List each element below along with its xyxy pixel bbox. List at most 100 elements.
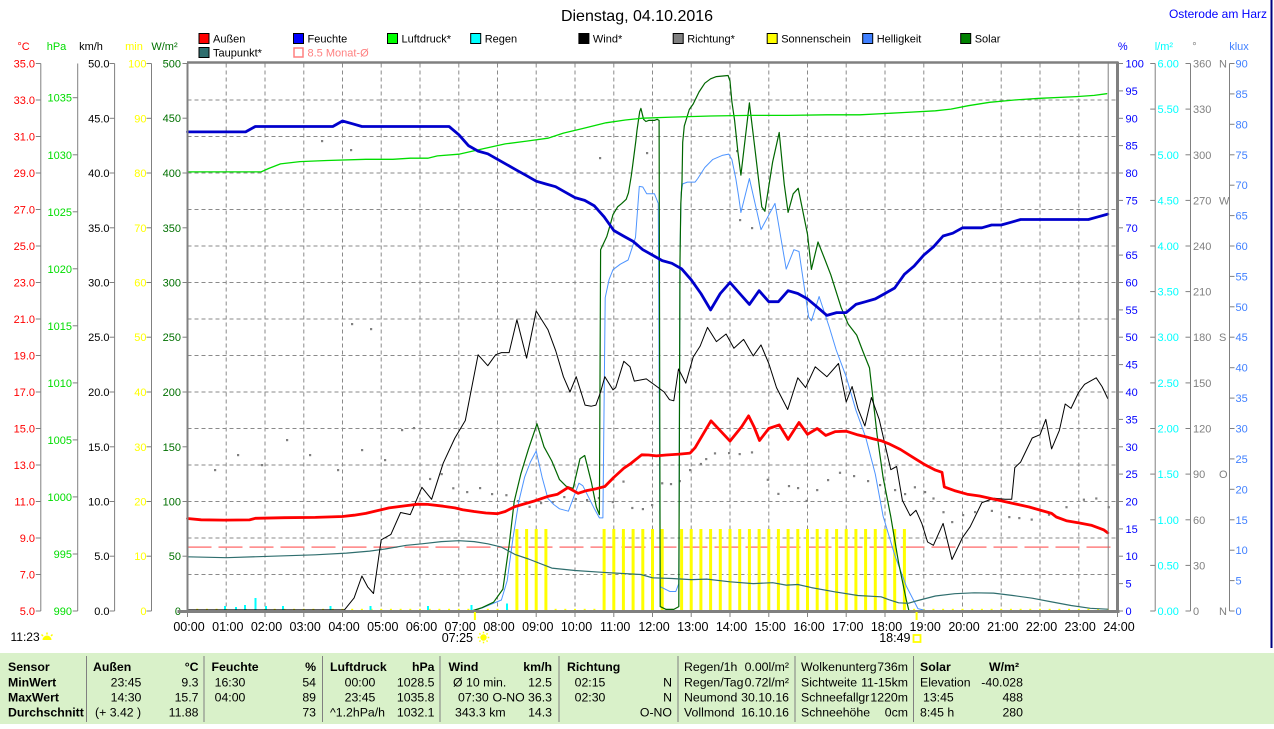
svg-text:40: 40 (1126, 387, 1138, 399)
svg-text:343.3 km: 343.3 km (455, 706, 506, 720)
svg-text:1220m: 1220m (870, 691, 908, 705)
svg-text:100: 100 (163, 497, 181, 509)
svg-text:35: 35 (1236, 393, 1248, 405)
svg-text:75: 75 (1236, 150, 1248, 162)
svg-text:07:00: 07:00 (445, 620, 476, 634)
svg-text:80: 80 (1126, 168, 1138, 180)
svg-text:16:00: 16:00 (793, 620, 824, 634)
svg-text:31.0: 31.0 (14, 132, 35, 144)
svg-text:21.0: 21.0 (14, 314, 35, 326)
svg-text:Taupunkt*: Taupunkt* (213, 48, 263, 60)
svg-text:40.0: 40.0 (88, 168, 109, 180)
svg-text:180: 180 (1193, 332, 1211, 344)
svg-text:02:00: 02:00 (251, 620, 282, 634)
svg-text:2.00: 2.00 (1158, 424, 1179, 436)
svg-text:N: N (1219, 606, 1227, 618)
svg-text:S: S (1219, 332, 1226, 344)
svg-text:60: 60 (1193, 515, 1205, 527)
svg-text:13.0: 13.0 (14, 460, 35, 472)
svg-text:23:45: 23:45 (111, 676, 142, 690)
svg-text:995: 995 (54, 549, 72, 561)
svg-text:150: 150 (1193, 378, 1211, 390)
svg-text:0: 0 (1126, 606, 1132, 618)
svg-text:11.0: 11.0 (14, 497, 35, 509)
svg-text:1035: 1035 (48, 93, 72, 105)
svg-text:00:00: 00:00 (345, 676, 376, 690)
svg-text:04:00: 04:00 (328, 620, 359, 634)
svg-text:Helligkeit: Helligkeit (877, 34, 922, 46)
svg-text:1005: 1005 (48, 435, 72, 447)
svg-text:1032.1: 1032.1 (397, 706, 435, 720)
svg-text:(+ 3.42 ): (+ 3.42 ) (95, 706, 141, 720)
svg-text:08:00: 08:00 (483, 620, 514, 634)
svg-text:85: 85 (1126, 141, 1138, 153)
svg-text:60: 60 (1236, 241, 1248, 253)
svg-text:7.0: 7.0 (20, 570, 35, 582)
svg-text:Wind: Wind (449, 660, 479, 674)
svg-text:Luftdruck*: Luftdruck* (402, 34, 452, 46)
svg-text:-40.028: -40.028 (981, 676, 1023, 690)
svg-text:°: ° (1192, 41, 1196, 53)
svg-text:20: 20 (1236, 484, 1248, 496)
svg-text:Außen: Außen (213, 34, 245, 46)
svg-text:33.0: 33.0 (14, 95, 35, 107)
svg-text:Osterode am Harz: Osterode am Harz (1169, 7, 1267, 21)
svg-text:06:00: 06:00 (406, 620, 437, 634)
svg-text:Neumond: Neumond (684, 691, 737, 705)
svg-text:22:00: 22:00 (1026, 620, 1057, 634)
svg-text:Dienstag, 04.10.2016: Dienstag, 04.10.2016 (561, 8, 713, 25)
svg-text:W/m²: W/m² (989, 660, 1019, 674)
svg-text:50: 50 (1126, 332, 1138, 344)
svg-text:25.0: 25.0 (14, 241, 35, 253)
svg-text:1000: 1000 (48, 492, 72, 504)
svg-text:73: 73 (302, 706, 316, 720)
svg-text:25: 25 (1126, 469, 1138, 481)
svg-text:50.0: 50.0 (88, 59, 109, 71)
svg-text:120: 120 (1193, 424, 1211, 436)
svg-text:19:00: 19:00 (910, 620, 941, 634)
svg-text:210: 210 (1193, 287, 1211, 299)
svg-text:90: 90 (1126, 113, 1138, 125)
svg-text:25.0: 25.0 (88, 332, 109, 344)
svg-text:%: % (305, 660, 316, 674)
svg-text:11:00: 11:00 (600, 620, 630, 634)
svg-text:0.72l/m²: 0.72l/m² (745, 676, 789, 690)
svg-text:250: 250 (163, 332, 181, 344)
svg-text:5.0: 5.0 (94, 551, 109, 563)
svg-text:280: 280 (1002, 706, 1023, 720)
svg-text:°C: °C (17, 41, 29, 53)
svg-text:5.0: 5.0 (20, 606, 35, 618)
svg-text:Richtung*: Richtung* (687, 34, 735, 46)
svg-text:40: 40 (134, 387, 146, 399)
svg-text:8:45 h: 8:45 h (920, 706, 954, 720)
svg-text:16:30: 16:30 (215, 676, 246, 690)
svg-text:30.0: 30.0 (88, 278, 109, 290)
svg-text:13:00: 13:00 (677, 620, 708, 634)
svg-text:90: 90 (134, 113, 146, 125)
svg-text:min: min (125, 41, 143, 53)
svg-text:0.50: 0.50 (1158, 560, 1179, 572)
svg-text:45: 45 (1236, 332, 1248, 344)
svg-text:27.0: 27.0 (14, 205, 35, 217)
svg-text:10: 10 (1126, 551, 1138, 563)
svg-text:W: W (1219, 195, 1230, 207)
svg-text:1030: 1030 (48, 150, 72, 162)
svg-text:Regen/Tag: Regen/Tag (684, 676, 744, 690)
svg-text:Feuchte: Feuchte (212, 660, 259, 674)
svg-text:0: 0 (1193, 606, 1199, 618)
svg-text:400: 400 (163, 168, 181, 180)
svg-text:23:00: 23:00 (1065, 620, 1096, 634)
svg-text:2.50: 2.50 (1158, 378, 1179, 390)
svg-text:80: 80 (134, 168, 146, 180)
svg-text:45.0: 45.0 (88, 113, 109, 125)
svg-text:N: N (663, 676, 672, 690)
svg-text:07:30: 07:30 (458, 691, 489, 705)
svg-text:23:45: 23:45 (345, 691, 376, 705)
svg-text:5.50: 5.50 (1158, 104, 1179, 116)
svg-text:l/m²: l/m² (1155, 41, 1174, 53)
svg-text:N: N (1219, 59, 1227, 71)
svg-text:0: 0 (1236, 606, 1242, 618)
svg-text:17.0: 17.0 (14, 387, 35, 399)
svg-text:14.3: 14.3 (528, 706, 552, 720)
svg-text:15: 15 (1236, 515, 1248, 527)
